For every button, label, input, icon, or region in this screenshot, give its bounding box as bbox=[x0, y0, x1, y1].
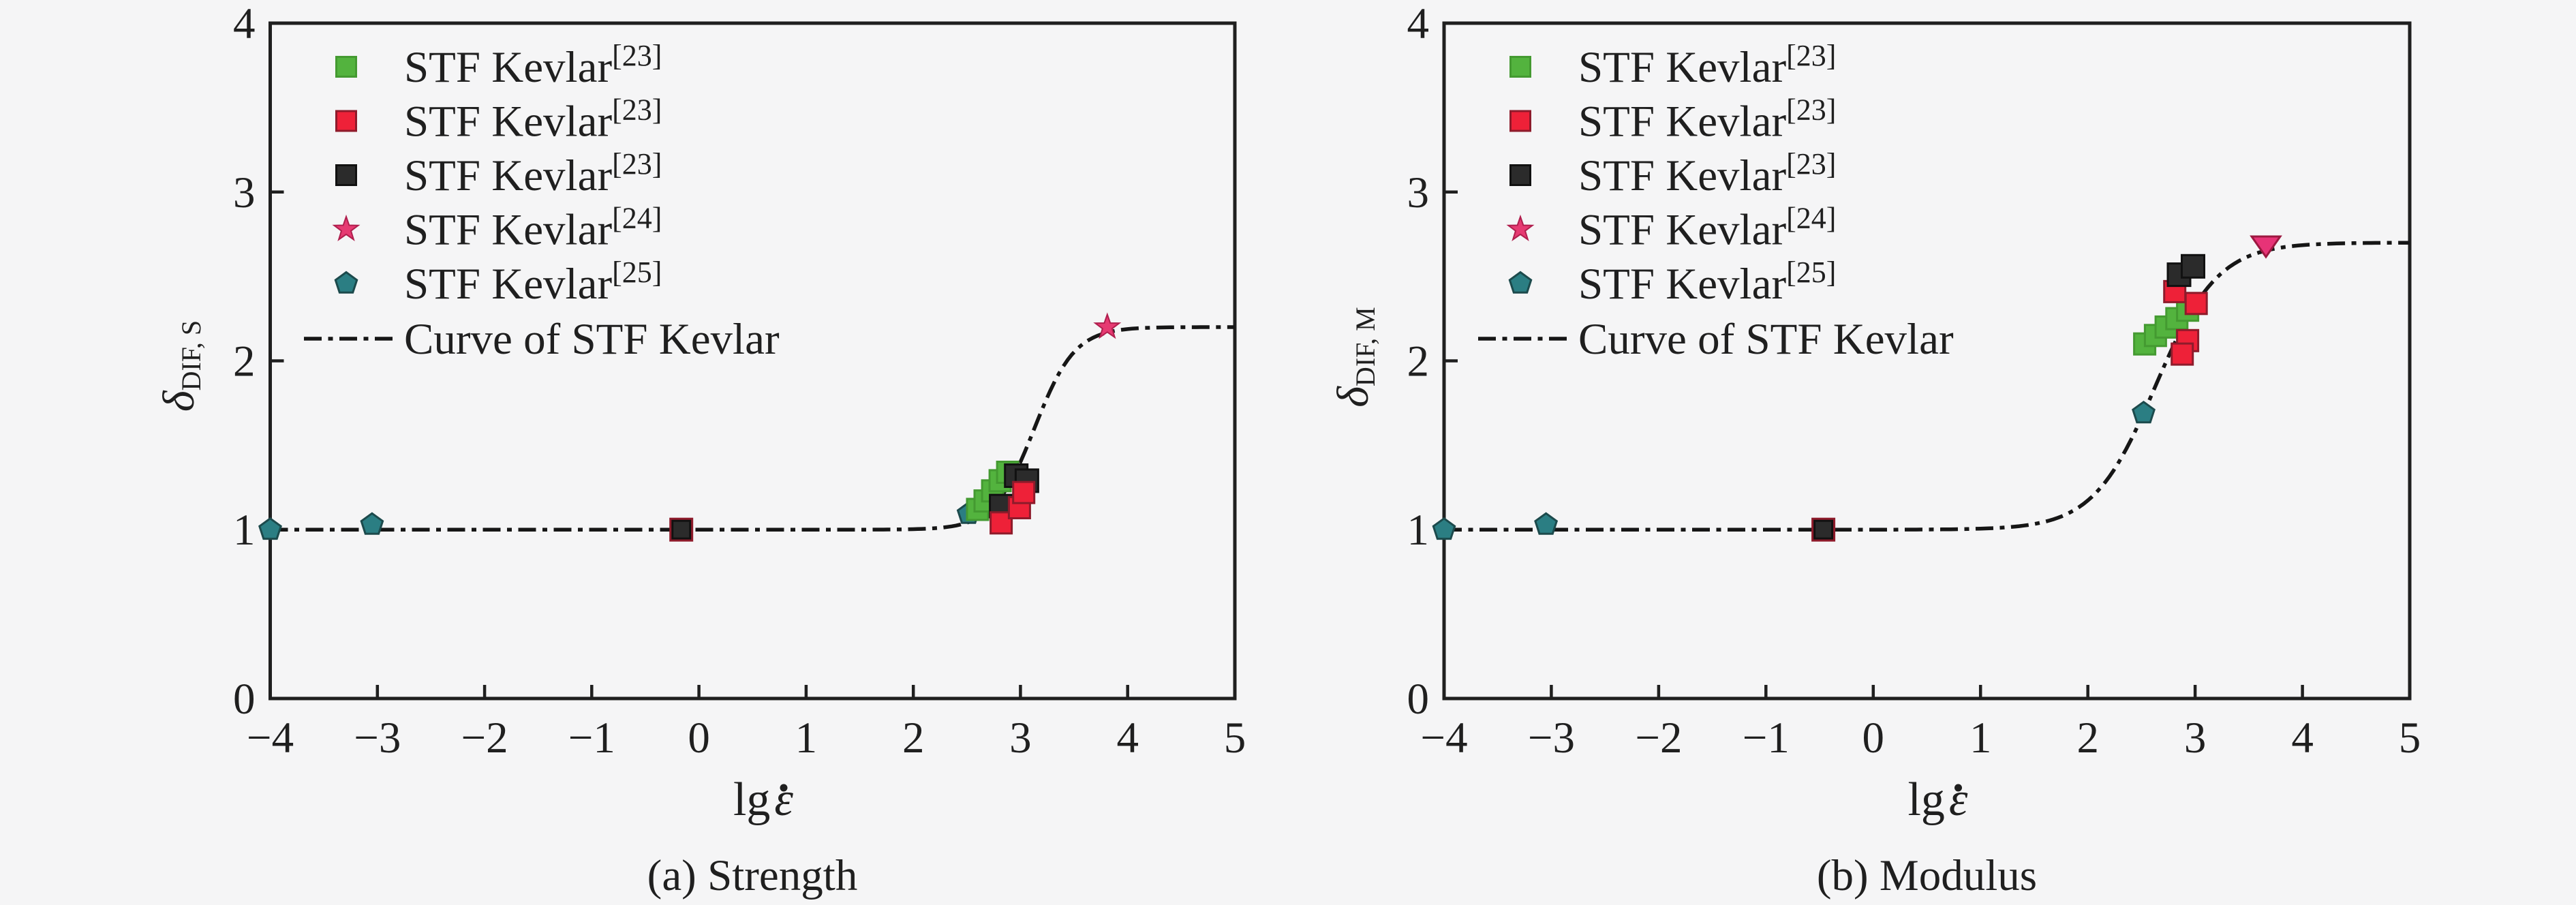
svg-text:0: 0 bbox=[1862, 714, 1885, 763]
svg-text:(b) Modulus: (b) Modulus bbox=[1817, 851, 2037, 900]
svg-text:δDIF, S: δDIF, S bbox=[154, 320, 206, 412]
svg-text:3: 3 bbox=[233, 168, 256, 217]
svg-text:4: 4 bbox=[1116, 714, 1139, 763]
svg-text:1: 1 bbox=[1969, 714, 1992, 763]
svg-text:4: 4 bbox=[2291, 714, 2314, 763]
svg-text:−4: −4 bbox=[1420, 714, 1467, 763]
svg-text:5: 5 bbox=[1224, 714, 1246, 763]
svg-text:δDIF, M: δDIF, M bbox=[1328, 307, 1381, 408]
svg-text:lgε: lgε bbox=[733, 773, 793, 826]
svg-text:3: 3 bbox=[1407, 168, 1430, 217]
svg-text:Curve of STF Kevlar: Curve of STF Kevlar bbox=[1578, 315, 1954, 364]
svg-text:5: 5 bbox=[2399, 714, 2421, 763]
svg-text:2: 2 bbox=[902, 714, 925, 763]
svg-text:−1: −1 bbox=[1743, 714, 1790, 763]
svg-text:−2: −2 bbox=[1635, 714, 1682, 763]
svg-text:1: 1 bbox=[233, 506, 256, 555]
svg-text:Curve of STF Kevlar: Curve of STF Kevlar bbox=[404, 315, 780, 364]
svg-text:1: 1 bbox=[795, 714, 818, 763]
svg-text:4: 4 bbox=[233, 0, 256, 48]
svg-text:4: 4 bbox=[1407, 0, 1430, 48]
svg-text:−3: −3 bbox=[354, 714, 401, 763]
svg-text:0: 0 bbox=[1407, 675, 1430, 724]
svg-text:0: 0 bbox=[233, 675, 256, 724]
svg-text:2: 2 bbox=[233, 337, 256, 386]
svg-text:3: 3 bbox=[2184, 714, 2207, 763]
svg-text:1: 1 bbox=[1407, 506, 1430, 555]
svg-text:0: 0 bbox=[688, 714, 710, 763]
svg-text:(a) Strength: (a) Strength bbox=[647, 851, 858, 900]
svg-text:STF Kevlar[25]: STF Kevlar[25] bbox=[1578, 256, 1836, 309]
svg-text:3: 3 bbox=[1009, 714, 1032, 763]
svg-text:lgε: lgε bbox=[1907, 773, 1967, 826]
svg-text:−1: −1 bbox=[568, 714, 615, 763]
svg-text:−3: −3 bbox=[1528, 714, 1575, 763]
svg-text:−2: −2 bbox=[461, 714, 508, 763]
svg-text:STF Kevlar[23]: STF Kevlar[23] bbox=[404, 147, 662, 200]
svg-text:−4: −4 bbox=[247, 714, 294, 763]
svg-text:2: 2 bbox=[1407, 337, 1430, 386]
svg-text:2: 2 bbox=[2076, 714, 2099, 763]
